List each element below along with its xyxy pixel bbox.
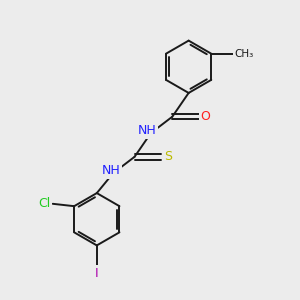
Text: O: O (201, 110, 211, 123)
Text: NH: NH (101, 164, 120, 177)
Text: I: I (95, 267, 99, 280)
Text: S: S (164, 150, 172, 163)
Text: NH: NH (138, 124, 157, 137)
Text: Cl: Cl (38, 197, 50, 210)
Text: CH₃: CH₃ (235, 49, 254, 59)
